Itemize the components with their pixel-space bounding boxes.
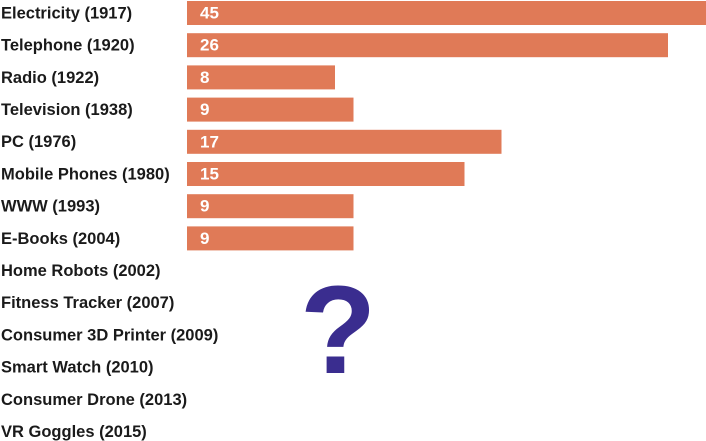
value-label: 15 <box>200 164 219 183</box>
bar <box>187 65 335 90</box>
bar <box>187 1 706 25</box>
category-label: VR Goggles (2015) <box>1 423 147 441</box>
value-label: 26 <box>200 36 219 55</box>
category-label: Electricity (1917) <box>1 4 132 22</box>
value-label: 9 <box>200 197 209 216</box>
category-label: Telephone (1920) <box>1 37 135 55</box>
value-label: 17 <box>200 132 219 151</box>
bar <box>187 129 502 154</box>
category-label: Television (1938) <box>1 101 133 119</box>
bar <box>187 194 354 219</box>
category-label: WWW (1993) <box>1 198 100 216</box>
category-label: Fitness Tracker (2007) <box>1 294 174 312</box>
value-label: 45 <box>200 3 219 22</box>
bar <box>187 33 668 58</box>
category-label: E-Books (2004) <box>1 230 120 248</box>
value-label: 9 <box>200 229 209 248</box>
value-label: 9 <box>200 100 209 119</box>
bar <box>187 97 354 122</box>
value-label: 8 <box>200 68 209 87</box>
category-label: Consumer 3D Printer (2009) <box>1 326 218 344</box>
category-label: Radio (1922) <box>1 69 99 87</box>
category-label: Mobile Phones (1980) <box>1 165 170 183</box>
bar <box>187 162 465 186</box>
category-label: Consumer Drone (2013) <box>1 391 187 409</box>
category-label: PC (1976) <box>1 133 76 151</box>
category-label: Smart Watch (2010) <box>1 359 154 377</box>
bar <box>187 226 354 251</box>
category-label: Home Robots (2002) <box>1 262 161 280</box>
question-mark: ? <box>300 261 376 400</box>
